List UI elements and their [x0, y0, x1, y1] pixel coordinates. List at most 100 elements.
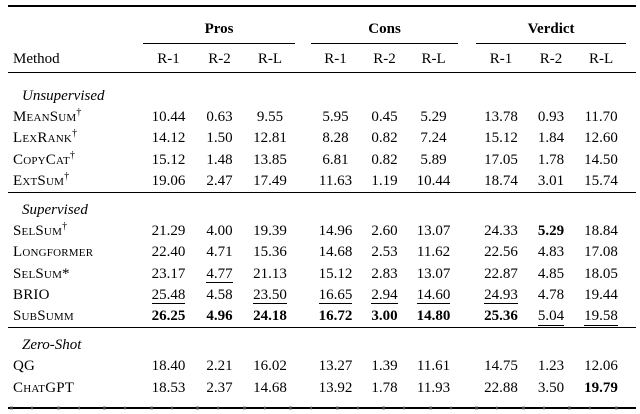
spacer-cell	[458, 221, 476, 242]
spacer-cell	[626, 128, 636, 149]
value-cell: 4.78	[537, 286, 565, 303]
spacer-cell	[295, 378, 311, 408]
dagger-superscript: †	[72, 128, 78, 140]
value-cell: 24.93	[484, 286, 518, 305]
value-cell: 3.50	[537, 379, 565, 396]
value-cell: 1.48	[206, 151, 233, 168]
value-cell: 18.74	[484, 172, 518, 189]
method-cell: SelSum*	[13, 265, 70, 282]
col-header-rl: R-L	[245, 43, 296, 73]
method-column-header: Method	[8, 43, 143, 73]
value-cell: 12.06	[584, 358, 618, 375]
spacer-cell	[295, 107, 311, 128]
col-header-r2: R-2	[360, 43, 410, 73]
value-cell: 13.85	[253, 151, 287, 168]
value-cell: 11.61	[416, 358, 451, 375]
value-cell: 13.27	[318, 358, 353, 375]
col-header-rl: R-L	[576, 43, 627, 73]
spacer-cell	[295, 128, 311, 149]
table-body: Unsupervised MeanSum† 10.44 0.63 9.55 5.95 0.4…	[8, 73, 637, 408]
value-cell: 4.77	[206, 265, 233, 284]
value-cell: 17.49	[253, 172, 287, 189]
table-row: MeanSum† 10.44 0.63 9.55 5.95 0.45 5.29 13.78 0.…	[8, 107, 636, 128]
spacer-cell	[295, 285, 311, 306]
col-header-r1: R-1	[476, 43, 527, 73]
spacer-cell	[626, 43, 637, 73]
value-cell: 14.60	[416, 286, 451, 305]
table-row: ExtSum† 19.06 2.47 17.49 11.63 1.19 10.44 18.74…	[8, 171, 636, 193]
value-cell: 26.25	[151, 308, 186, 325]
table-row: SelSum* 23.17 4.77 21.13 15.12 2.83 13.07 22.87…	[8, 264, 636, 285]
value-cell: 18.40	[151, 358, 186, 375]
value-cell: 2.37	[206, 379, 233, 396]
spacer-cell	[295, 43, 312, 73]
spacer-cell	[626, 356, 636, 377]
value-cell: 11.93	[416, 379, 451, 396]
group-header-cons: Cons	[311, 6, 459, 44]
value-cell: 19.39	[253, 223, 287, 240]
value-cell: 4.85	[537, 265, 565, 282]
value-cell: 11.62	[416, 244, 451, 261]
value-cell: 0.63	[206, 109, 233, 126]
value-cell: 5.04	[537, 308, 565, 326]
value-cell: 1.23	[537, 358, 565, 375]
value-cell: 2.60	[371, 223, 398, 240]
section-label: Zero-Shot	[8, 327, 637, 357]
spacer-cell	[626, 242, 636, 263]
value-cell: 12.60	[584, 130, 618, 147]
spacer-cell	[458, 107, 476, 128]
section-header-row: Supervised	[8, 192, 637, 222]
method-cell: MeanSum†	[13, 107, 82, 126]
spacer-cell	[626, 264, 636, 285]
value-cell: 19.79	[584, 379, 618, 396]
section-label: Supervised	[8, 192, 637, 222]
method-cell: Longformer	[13, 244, 94, 261]
value-cell: 17.08	[584, 244, 618, 261]
value-cell: 14.75	[484, 358, 518, 375]
value-cell: 4.71	[206, 244, 233, 261]
value-cell: 22.87	[484, 265, 518, 282]
spacer-cell	[458, 171, 476, 193]
section-header-row: Zero-Shot	[8, 327, 637, 357]
value-cell: 14.50	[584, 151, 618, 168]
column-header-row: Method R-1 R-2 R-L R-1 R-2 R-L R-1 R-2 R…	[8, 43, 637, 73]
value-cell: 16.72	[318, 308, 353, 325]
group-header-pros: Pros	[143, 6, 296, 44]
spacer-cell	[626, 107, 636, 128]
value-cell: 13.07	[416, 265, 451, 282]
spacer-cell	[458, 356, 476, 377]
value-cell: 16.65	[318, 286, 353, 305]
value-cell: 2.83	[371, 265, 398, 282]
value-cell: 13.07	[416, 223, 451, 240]
value-cell: 5.89	[420, 151, 447, 168]
value-cell: 18.84	[584, 223, 618, 240]
value-cell: 1.50	[206, 130, 233, 147]
value-cell: 23.50	[253, 286, 287, 305]
table-row: QG 18.40 2.21 16.02 13.27 1.39 11.61 14.75 1.23 1…	[8, 356, 636, 377]
spacer-cell	[626, 306, 636, 328]
value-cell: 18.53	[151, 379, 186, 396]
table-row: BRIO 25.48 4.58 23.50 16.65 2.94 14.60 24.93 4.7…	[8, 285, 636, 306]
dagger-superscript: †	[62, 221, 68, 233]
value-cell: 2.47	[206, 172, 233, 189]
value-cell: 15.36	[253, 244, 287, 261]
spacer-cell	[458, 6, 476, 44]
cropped-caption-line	[10, 406, 630, 410]
section-header-row: Unsupervised	[8, 73, 636, 108]
spacer-cell	[458, 378, 476, 408]
spacer-cell	[458, 306, 476, 328]
spacer-cell	[295, 264, 311, 285]
spacer-cell	[8, 6, 143, 44]
value-cell: 0.82	[371, 151, 398, 168]
spacer-cell	[295, 306, 311, 328]
dagger-superscript: †	[64, 170, 70, 182]
value-cell: 19.44	[584, 286, 618, 303]
value-cell: 9.55	[256, 109, 284, 126]
value-cell: 5.29	[420, 109, 447, 126]
value-cell: 14.68	[253, 379, 287, 396]
value-cell: 19.58	[584, 308, 618, 326]
value-cell: 10.44	[416, 172, 451, 189]
spacer-cell	[295, 6, 311, 44]
group-header-row: Pros Cons Verdict	[8, 6, 636, 44]
value-cell: 22.40	[151, 244, 186, 261]
